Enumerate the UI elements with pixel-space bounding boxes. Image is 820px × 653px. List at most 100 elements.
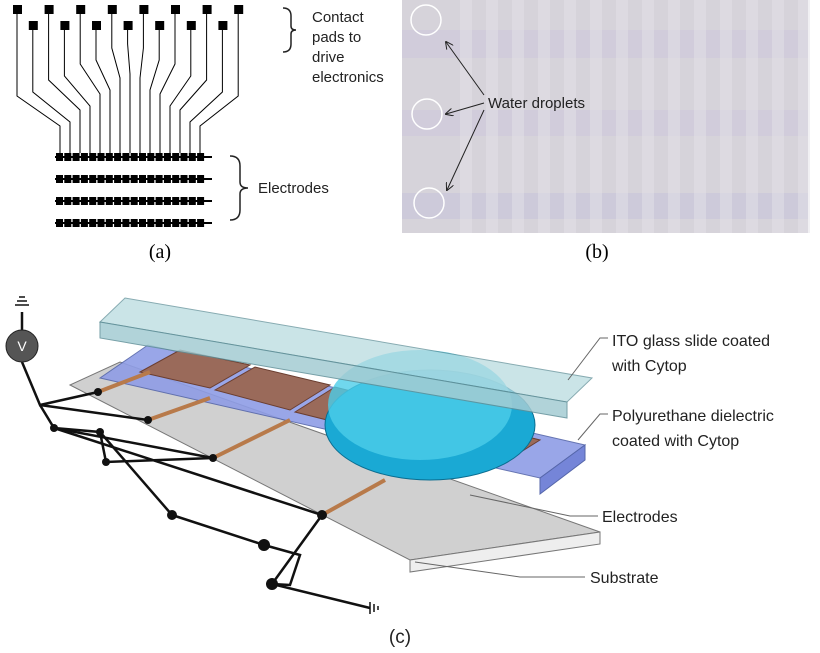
electrode: [131, 219, 138, 227]
electrode: [122, 197, 129, 205]
contact-pad: [60, 21, 69, 30]
electrodes-label: Electrodes: [258, 180, 329, 197]
photo-column: [746, 0, 758, 233]
electrode: [139, 175, 146, 183]
caption: (b): [585, 241, 608, 263]
electrode: [98, 197, 105, 205]
electrode: [73, 197, 80, 205]
wire: [96, 26, 110, 153]
photo-column: [720, 0, 732, 233]
droplets-label: Water droplets: [488, 95, 585, 112]
contact-pad: [218, 21, 227, 30]
electrode: [64, 197, 71, 205]
photo-column: [798, 0, 810, 233]
electrode: [106, 175, 113, 183]
contact-pad: [92, 21, 101, 30]
electrode: [197, 175, 204, 183]
contact-pad: [139, 5, 148, 14]
electrode: [89, 175, 96, 183]
photo-column: [616, 0, 628, 233]
electrode: [114, 197, 121, 205]
dielectric-label: Polyurethane dielectriccoated with Cytop: [612, 408, 774, 450]
wire: [64, 26, 90, 153]
contact-pad: [76, 5, 85, 14]
panel-b: Water droplets (b): [402, 0, 810, 263]
electrode: [64, 219, 71, 227]
electrodes-label: Electrodes: [602, 509, 678, 526]
electrode: [122, 219, 129, 227]
electrode: [181, 219, 188, 227]
wire: [180, 10, 207, 153]
electrode: [89, 153, 96, 161]
electrode: [172, 175, 179, 183]
electrode: [181, 153, 188, 161]
electrode: [189, 175, 196, 183]
contact-pad: [234, 5, 243, 14]
contact-pad: [203, 5, 212, 14]
caption: (a): [149, 241, 171, 263]
electrode: [73, 175, 80, 183]
contact-pad: [13, 5, 22, 14]
electrode: [56, 219, 63, 227]
brace: [230, 156, 248, 220]
photo-column: [668, 0, 680, 233]
wire: [140, 10, 143, 153]
electrode: [114, 219, 121, 227]
electrode: [81, 153, 88, 161]
electrode: [114, 175, 121, 183]
electrode: [197, 197, 204, 205]
electrode: [164, 153, 171, 161]
electrode: [122, 153, 129, 161]
electrode: [114, 153, 121, 161]
electrode: [56, 153, 63, 161]
electrode: [147, 175, 154, 183]
electrode: [73, 219, 80, 227]
electrode: [98, 153, 105, 161]
electrode: [98, 219, 105, 227]
electrode: [56, 197, 63, 205]
electrode: [56, 175, 63, 183]
electrode: [181, 197, 188, 205]
electrode: [81, 175, 88, 183]
electrode: [164, 197, 171, 205]
electrode: [164, 219, 171, 227]
electrode: [147, 197, 154, 205]
electrode: [197, 153, 204, 161]
electrode: [81, 219, 88, 227]
electrode: [131, 197, 138, 205]
contact-pad: [45, 5, 54, 14]
photo-column: [538, 0, 550, 233]
contact-pad: [124, 21, 133, 30]
photo-column: [460, 0, 472, 233]
electrode: [147, 153, 154, 161]
electrode: [189, 219, 196, 227]
electrode: [172, 219, 179, 227]
figure: Contactpads todriveelectronics Electrode…: [0, 0, 820, 653]
electrode: [73, 153, 80, 161]
electrode: [197, 219, 204, 227]
electrode: [189, 197, 196, 205]
electrode: [131, 153, 138, 161]
electrode: [156, 153, 163, 161]
photo-column: [512, 0, 524, 233]
electrode: [106, 153, 113, 161]
electrode: [64, 175, 71, 183]
caption: (c): [389, 627, 411, 648]
photo-column: [564, 0, 576, 233]
electrode: [64, 153, 71, 161]
wire: [150, 26, 159, 153]
electrode: [156, 197, 163, 205]
contact-label: Contactpads todriveelectronics: [312, 9, 384, 86]
photo-column: [642, 0, 654, 233]
photo-column: [772, 0, 784, 233]
electrode: [156, 175, 163, 183]
electrode: [89, 197, 96, 205]
electrode: [189, 153, 196, 161]
brace: [283, 8, 296, 52]
substrate-label: Substrate: [590, 570, 659, 587]
contact-pad: [108, 5, 117, 14]
electrode: [139, 219, 146, 227]
